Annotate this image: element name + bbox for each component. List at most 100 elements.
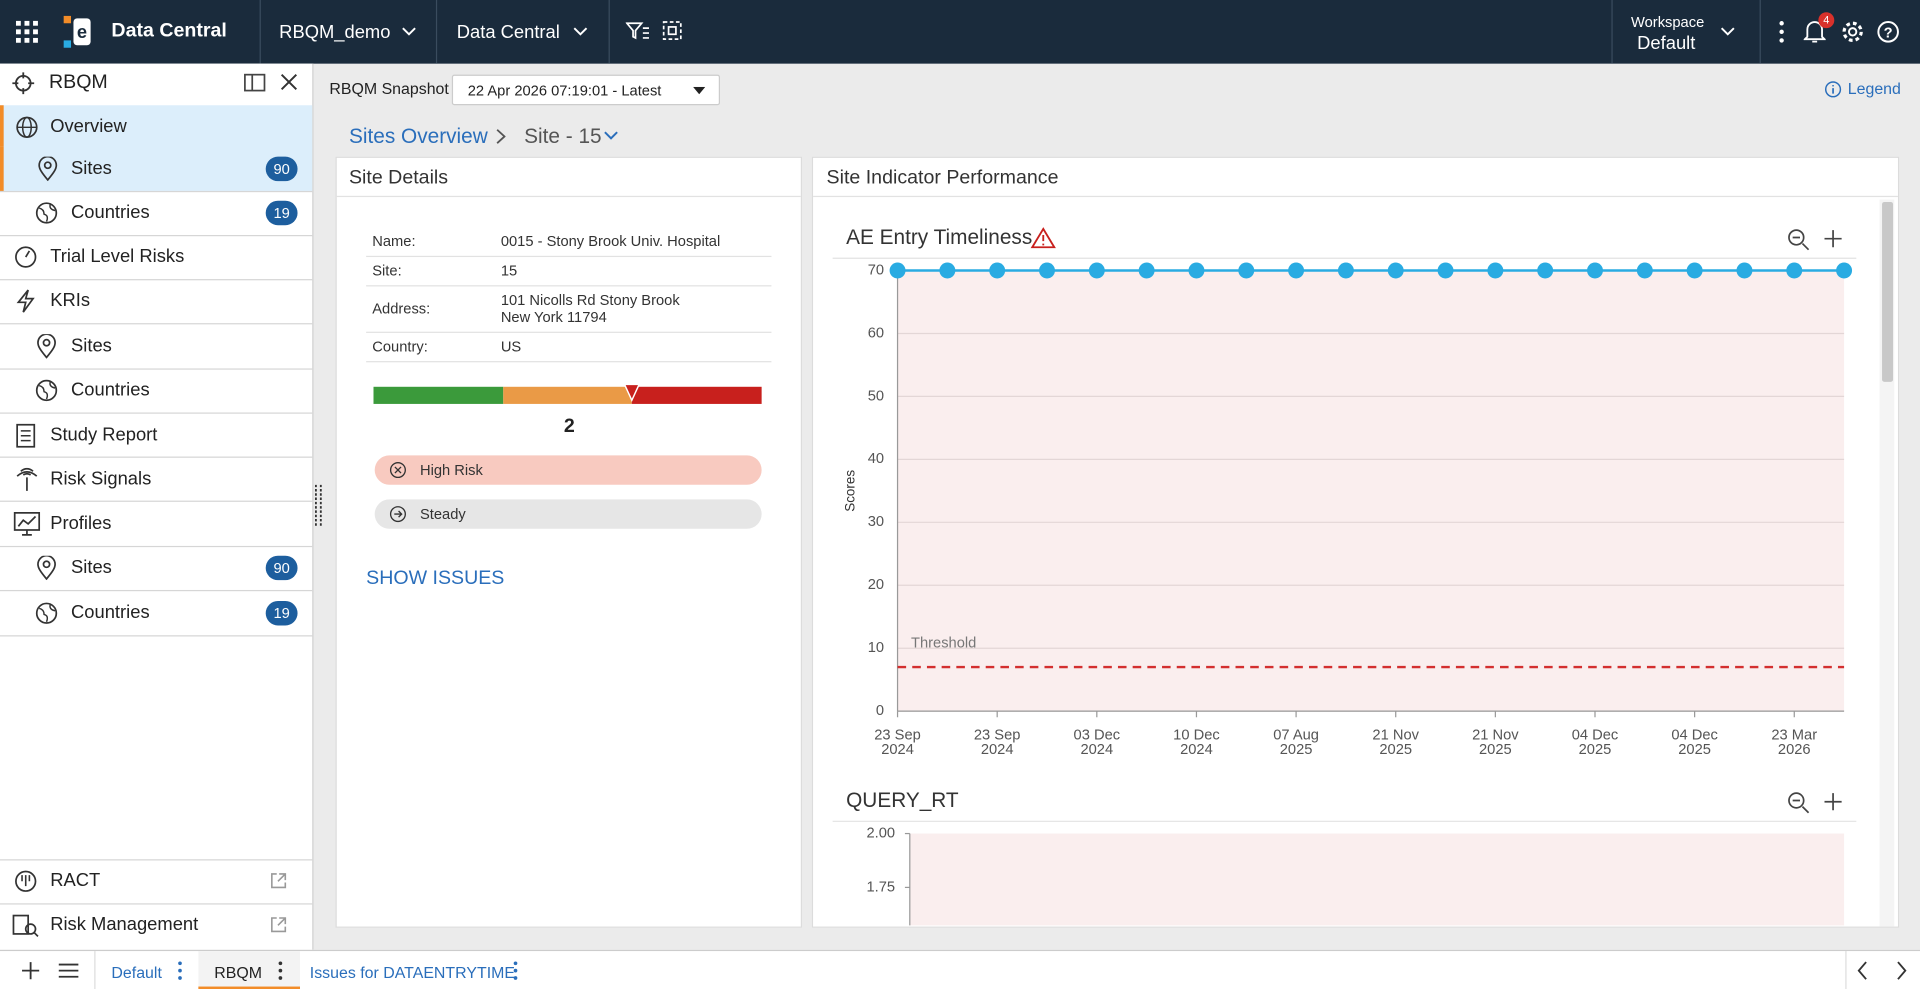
tab-list[interactable] (58, 962, 80, 979)
logo[interactable]: e (59, 13, 93, 50)
nav-label: Countries (71, 602, 150, 624)
plot-area (909, 833, 1845, 926)
tab-menu[interactable] (277, 961, 284, 981)
chevron[interactable] (604, 131, 619, 142)
apps-menu[interactable] (15, 20, 38, 43)
nav-item[interactable]: KRIs (0, 279, 312, 323)
nav-item[interactable]: Study Report (0, 414, 312, 458)
data-point (1836, 262, 1853, 279)
active-tab[interactable] (198, 951, 301, 989)
badge: 19 (265, 600, 298, 626)
detail-value: 0015 - Stony Brook Univ. Hospital (500, 232, 721, 250)
data-point (1736, 262, 1753, 279)
y-tick-label: 40 (868, 451, 884, 467)
snapshot-value: 22 Apr 2026 07:19:01 - Latest (467, 82, 662, 100)
y-tick-label: 70 (868, 262, 884, 278)
tab[interactable]: Issues for DATAENTRYTIME (309, 963, 516, 982)
scroll-left[interactable] (1856, 961, 1868, 981)
data-point (1238, 262, 1255, 279)
help[interactable]: ? (1876, 20, 1900, 44)
dock-icon[interactable] (244, 73, 266, 92)
chevron[interactable] (573, 26, 588, 38)
rbqm-icon (12, 72, 35, 95)
notifications[interactable] (1803, 20, 1826, 44)
app-name: Data Central (111, 20, 227, 42)
tab-menu[interactable] (176, 961, 183, 981)
nav-item[interactable]: Trial Level Risks (0, 235, 312, 279)
close-icon[interactable] (280, 73, 298, 91)
study-selector[interactable]: RBQM_demo (279, 22, 391, 43)
bottom-bar: Default RBQM Issues for DATAENTRYTIME (0, 949, 1920, 989)
nav-item[interactable]: Risk Management (0, 903, 312, 947)
data-point (1437, 262, 1454, 279)
data-point (1039, 262, 1055, 279)
nav-label: Risk Signals (50, 468, 152, 490)
nav-item[interactable]: Countries 19 (0, 591, 312, 635)
info-icon[interactable] (1824, 81, 1842, 98)
nav-item[interactable]: RACT (0, 859, 312, 903)
filter-icon[interactable] (625, 20, 650, 42)
data-point (1487, 262, 1504, 279)
select-icon[interactable] (661, 20, 685, 42)
risk-score: 2 (563, 416, 575, 437)
scrollbar-thumb[interactable] (1882, 201, 1894, 382)
zoom-icon[interactable] (1788, 229, 1805, 246)
chevron[interactable] (1720, 26, 1735, 38)
nav-item[interactable]: Sites 90 (0, 146, 313, 191)
nav-label: Sites (71, 157, 112, 179)
nav-label: Trial Level Risks (50, 246, 185, 267)
nav-item[interactable]: Sites (0, 324, 312, 368)
settings[interactable] (1840, 20, 1864, 44)
chart-title: AE Entry Timeliness (846, 226, 1032, 249)
workspace-label: Workspace (1631, 13, 1705, 31)
expand-icon[interactable] (1824, 230, 1842, 248)
scroll-right[interactable] (1896, 961, 1908, 981)
sidebar-title: RBQM (48, 72, 108, 94)
nav-item[interactable]: Overview (0, 105, 313, 150)
y-tick-label: 30 (868, 514, 884, 530)
chart-title: QUERY_RT (846, 789, 959, 812)
chevron[interactable] (402, 26, 417, 38)
workspace-name[interactable]: Default (1637, 33, 1696, 54)
status-text: Steady (420, 505, 466, 523)
expand-icon[interactable] (1824, 793, 1842, 811)
more-menu[interactable] (1778, 20, 1785, 44)
card-title: Site Details (348, 167, 449, 189)
y-tick-label: 60 (868, 325, 884, 341)
nav-item[interactable]: Countries (0, 368, 312, 412)
y-tick-label: 2.00 (867, 825, 896, 841)
breadcrumb-link[interactable]: Sites Overview (348, 124, 488, 149)
status-pill: Steady (374, 499, 762, 529)
legend-link[interactable]: Legend (1847, 79, 1901, 98)
breadcrumb-current[interactable]: Site - 15 (524, 124, 602, 149)
add-tab[interactable] (21, 961, 41, 981)
plot-area (897, 270, 1845, 712)
nav-label: Sites (71, 556, 112, 578)
nav-item[interactable]: Risk Signals (0, 458, 312, 502)
show-issues-button[interactable]: SHOW ISSUES (366, 567, 505, 589)
detail-label: Address: (372, 299, 431, 318)
data-point (1686, 262, 1703, 279)
breadcrumb-separator (496, 129, 506, 144)
detail-label: Site: (372, 261, 402, 280)
site-details-card: Site Details Name: 0015 - Stony Brook Un… (335, 156, 803, 928)
resize-handle[interactable] (315, 484, 322, 527)
module-selector[interactable]: Data Central (456, 22, 560, 43)
data-point (1288, 262, 1305, 279)
zoom-icon (1792, 799, 1810, 814)
nav-item[interactable]: Sites 90 (0, 546, 312, 590)
top-bar: e Data Central RBQM_demo Data Central Wo… (0, 0, 1920, 64)
tab-menu[interactable] (512, 961, 519, 981)
nav-item[interactable]: Countries 19 (0, 191, 312, 235)
detail-label: Country: (372, 337, 428, 355)
y-tick-label: 50 (868, 388, 884, 404)
tab[interactable]: Default (111, 963, 162, 982)
badge: 90 (265, 555, 298, 581)
detail-value: US (500, 337, 522, 355)
tab[interactable]: RBQM (214, 963, 263, 982)
zoom-icon[interactable] (1788, 792, 1805, 809)
svg-text:e: e (77, 21, 87, 42)
snapshot-dropdown[interactable]: 22 Apr 2026 07:19:01 - Latest (451, 74, 721, 106)
nav-item[interactable]: Profiles (0, 502, 312, 546)
